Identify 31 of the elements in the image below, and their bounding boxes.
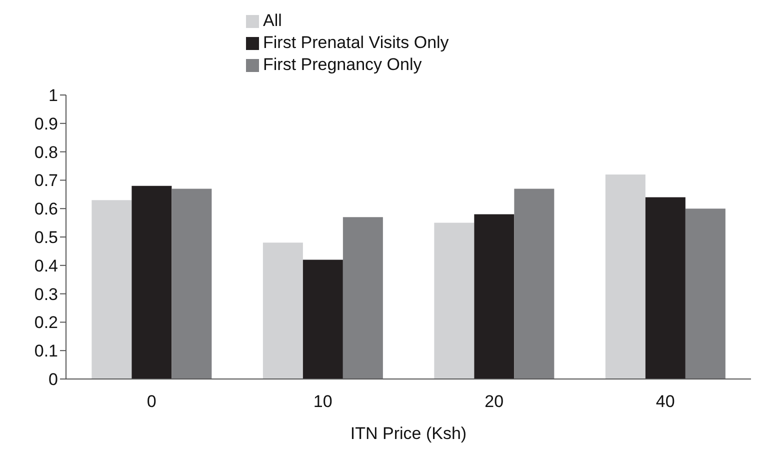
legend-label: First Prenatal Visits Only xyxy=(263,33,449,52)
y-tick-label: 0.8 xyxy=(34,142,58,162)
x-tick-label: 20 xyxy=(484,392,504,412)
legend-label: All xyxy=(263,11,282,30)
bar xyxy=(605,174,646,379)
bar xyxy=(172,188,212,379)
y-tick-label: 0.4 xyxy=(34,256,58,276)
bar xyxy=(132,186,172,379)
bar xyxy=(342,217,383,379)
y-tick-label: 0.6 xyxy=(34,200,58,219)
y-tick-label: 0.3 xyxy=(34,284,58,304)
bar xyxy=(514,188,554,379)
legend-label: First Pregnancy Only xyxy=(263,55,422,74)
bar xyxy=(262,242,303,379)
y-tick-label: 1 xyxy=(48,86,58,106)
y-tick-label: 0 xyxy=(48,370,58,390)
bar xyxy=(92,200,132,379)
x-tick-label: 0 xyxy=(146,392,156,412)
y-tick-label: 0.2 xyxy=(34,313,58,332)
bar xyxy=(434,222,474,379)
y-tick-label: 0.9 xyxy=(34,114,58,134)
bar xyxy=(645,197,686,379)
y-tick-label: 0.1 xyxy=(34,342,58,361)
bar xyxy=(474,214,514,379)
x-tick-label: 40 xyxy=(656,392,675,412)
x-tick-label: 10 xyxy=(313,392,332,412)
y-tick-label: 0.7 xyxy=(34,171,58,190)
y-tick-label: 0.5 xyxy=(34,228,58,248)
bar xyxy=(685,208,726,379)
x-axis-title: ITN Price (Ksh) xyxy=(350,424,467,443)
bar xyxy=(302,260,343,379)
